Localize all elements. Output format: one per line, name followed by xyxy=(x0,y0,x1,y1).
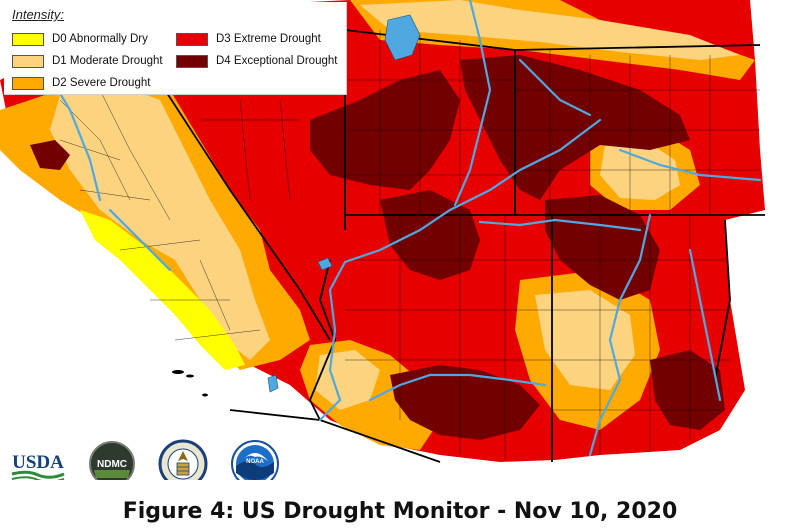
legend-label-d4: D4 Exceptional Drought xyxy=(216,55,338,67)
legend-item-d2: D2 Severe Drought xyxy=(12,75,150,91)
border-ca-az xyxy=(309,259,336,421)
colorado-river xyxy=(318,118,602,422)
green-river xyxy=(453,0,492,207)
arkansas-river xyxy=(618,148,762,182)
legend: Intensity: D0 Abnormally Dry D1 Moderate… xyxy=(4,2,347,95)
region-d1-california xyxy=(50,85,270,360)
salton-sea xyxy=(267,374,279,393)
legend-label-d2: D2 Severe Drought xyxy=(52,77,151,89)
region-none-socal xyxy=(85,255,230,410)
lakes xyxy=(267,14,421,393)
ndmc-logo-text: NDMC xyxy=(97,459,127,470)
rio-grande xyxy=(588,213,652,457)
usda-logo: USDA xyxy=(10,443,66,480)
noaa-logo: NOAA xyxy=(230,439,280,480)
agency-logos: USDA NDMC xyxy=(10,439,302,480)
san-joaquin-river xyxy=(108,208,172,272)
region-d1-newmexico xyxy=(535,290,635,390)
legend-swatch-d2 xyxy=(12,76,44,90)
drought-map: Intensity: D0 Abnormally Dry D1 Moderate… xyxy=(0,0,765,480)
region-d4-southaz xyxy=(390,365,540,440)
region-d4-fourcorners xyxy=(380,190,480,280)
pecos-river xyxy=(688,248,722,402)
legend-label-d3: D3 Extreme Drought xyxy=(216,33,321,45)
great-salt-lake xyxy=(384,14,421,61)
county-borders xyxy=(59,30,760,460)
drought-map-canvas xyxy=(0,0,765,463)
legend-label-d0: D0 Abnormally Dry xyxy=(52,33,148,45)
legend-swatch-d4 xyxy=(176,54,208,68)
gila-river xyxy=(368,373,547,402)
utah-river xyxy=(518,58,592,117)
region-d1-north xyxy=(360,0,740,60)
channel-islands xyxy=(172,370,208,397)
legend-swatch-d1 xyxy=(12,54,44,68)
san-juan-river xyxy=(478,218,642,232)
ndmc-logo: NDMC xyxy=(88,440,136,480)
region-d4-northca xyxy=(30,140,70,170)
lake-mead xyxy=(317,257,333,271)
usda-logo-text: USDA xyxy=(12,452,64,473)
region-d4-utah xyxy=(460,55,690,200)
rivers xyxy=(38,0,762,457)
noaa-logo-text: NOAA xyxy=(246,459,264,465)
figure-caption: Figure 4: US Drought Monitor - Nov 10, 2… xyxy=(122,499,678,524)
legend-item-d4: D4 Exceptional Drought xyxy=(176,53,337,69)
legend-item-d1: D1 Moderate Drought xyxy=(12,53,163,69)
legend-title: Intensity: xyxy=(12,7,65,22)
legend-item-d3: D3 Extreme Drought xyxy=(176,31,321,47)
doc-seal xyxy=(158,439,208,480)
legend-swatch-d0 xyxy=(12,32,44,46)
legend-label-d1: D1 Moderate Drought xyxy=(52,55,163,67)
legend-item-d0: D0 Abnormally Dry xyxy=(12,31,148,47)
border-nm-tx xyxy=(714,219,731,381)
legend-swatch-d3 xyxy=(176,32,208,46)
